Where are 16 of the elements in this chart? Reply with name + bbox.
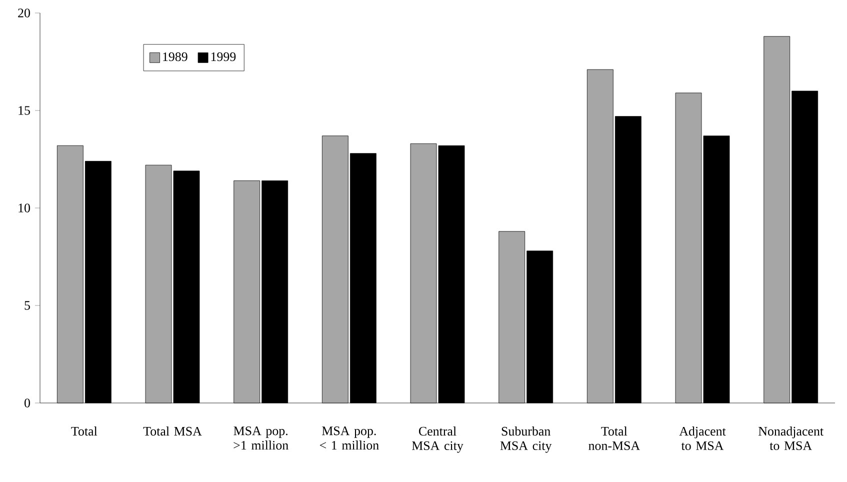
y-tick-label: 15 — [18, 106, 30, 115]
x-tick-label: Total — [71, 426, 98, 436]
y-tick-label: 10 — [18, 204, 30, 212]
x-tick-label: Suburban MSA city — [500, 426, 552, 453]
x-tick-label: MSA pop. >1 million — [234, 426, 288, 450]
legend-label: 1999 — [211, 52, 236, 62]
x-tick-label: Nonadjacent to MSA — [758, 426, 824, 450]
x-tick-label: Central MSA city — [412, 426, 464, 453]
x-tick-label: Total MSA — [143, 426, 202, 436]
x-tick-label: Total non-MSA — [588, 426, 640, 450]
y-tick-label: 20 — [18, 8, 30, 18]
x-tick-label: MSA pop. < 1 million — [320, 426, 379, 450]
legend-label: 1989 — [163, 52, 188, 62]
x-tick-label: Adjacent to MSA — [679, 426, 726, 450]
y-tick-label: 5 — [24, 301, 30, 310]
y-tick-label: 0 — [24, 398, 30, 408]
